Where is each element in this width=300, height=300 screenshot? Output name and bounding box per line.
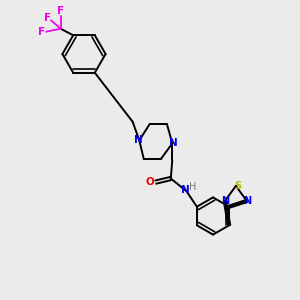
- Text: N: N: [182, 185, 190, 195]
- Text: N: N: [221, 196, 229, 206]
- Text: N: N: [134, 135, 143, 146]
- Text: F: F: [38, 27, 46, 37]
- Text: H: H: [189, 182, 197, 192]
- Text: S: S: [234, 181, 241, 191]
- Text: O: O: [146, 177, 154, 187]
- Text: N: N: [169, 138, 177, 148]
- Text: F: F: [44, 14, 51, 23]
- Text: N: N: [243, 196, 251, 206]
- Text: F: F: [57, 6, 64, 16]
